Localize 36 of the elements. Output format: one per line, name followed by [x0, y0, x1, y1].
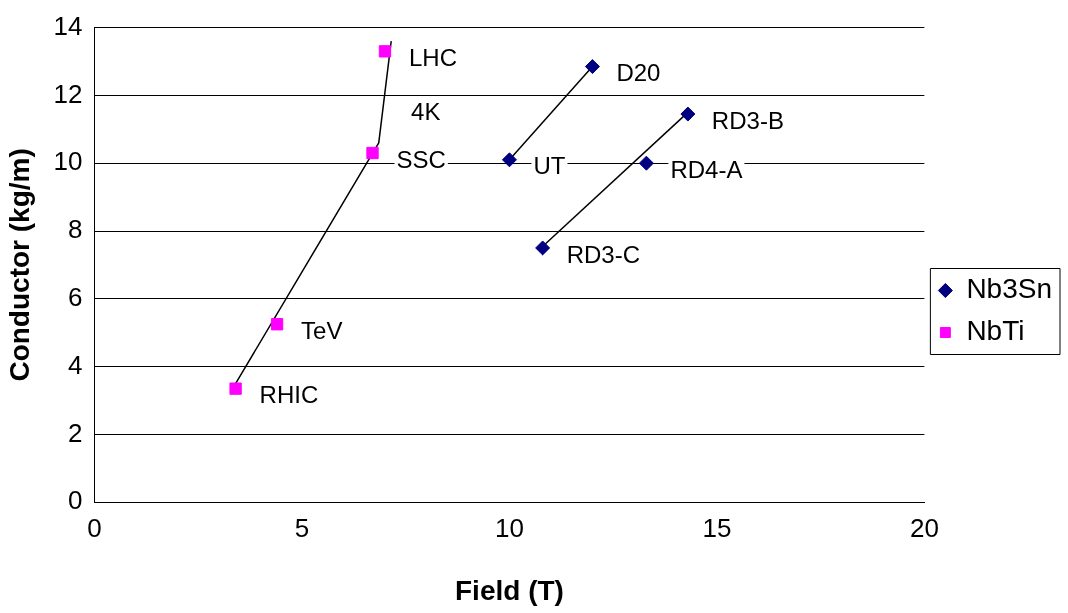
y-tick-label: 10	[53, 146, 83, 177]
y-tick-label: 14	[53, 10, 83, 41]
x-tick-label: 20	[909, 512, 939, 543]
annotation: RD4-A	[670, 155, 743, 183]
x-tick-label: 0	[87, 512, 102, 543]
point	[501, 152, 517, 168]
annotation: LHC	[408, 43, 457, 71]
point	[535, 240, 551, 256]
y-tick-label: 0	[68, 485, 83, 516]
point	[366, 146, 379, 160]
y-tick-label: 2	[68, 417, 83, 448]
x-tick-label: 10	[494, 512, 524, 543]
y-tick-label: 6	[68, 281, 83, 312]
point	[638, 155, 654, 171]
x-axis-title: Field (T)	[455, 574, 564, 606]
y-axis-title: Conductor (kg/m)	[3, 148, 35, 382]
x-tick-label: 5	[294, 512, 310, 543]
point	[584, 59, 600, 75]
y-tick-label: 4	[68, 349, 83, 380]
point	[378, 45, 392, 58]
legend-label: NbTi	[966, 315, 1025, 347]
x-tick-label: 15	[702, 512, 732, 543]
point	[270, 318, 284, 331]
annotation: SSC	[396, 145, 446, 173]
y-tick-label: 12	[53, 78, 83, 109]
point	[680, 106, 696, 122]
y-tick-label: 8	[68, 214, 83, 245]
annotation: RD3-B	[711, 106, 784, 134]
annotation: RHIC	[259, 381, 319, 409]
point	[229, 382, 242, 395]
annotation: 4K	[411, 98, 441, 126]
annotation: UT	[533, 152, 566, 180]
legend-label: Nb3Sn	[966, 273, 1053, 305]
annotation: D20	[616, 59, 661, 87]
annotation: TeV	[301, 316, 343, 344]
annotation: RD3-C	[566, 240, 640, 268]
